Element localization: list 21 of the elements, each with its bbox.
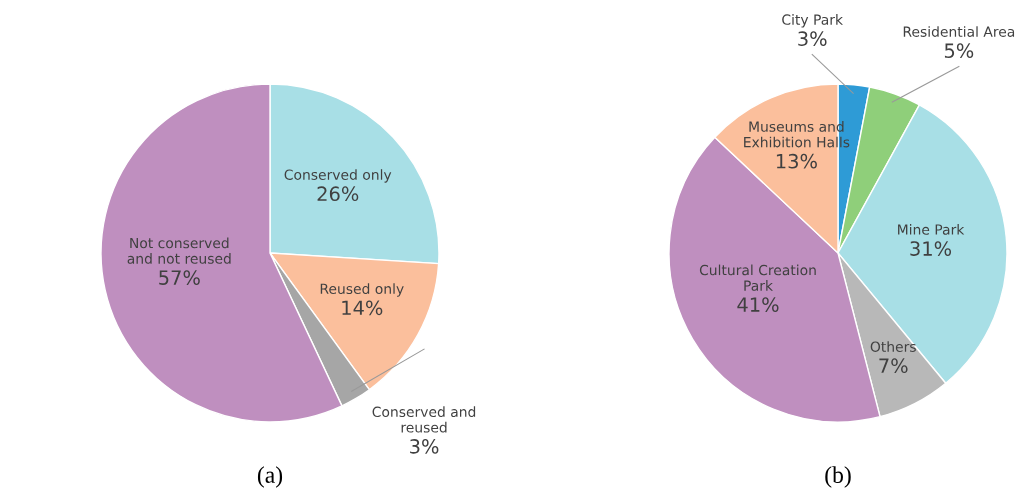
- data-label: 41%: [737, 297, 779, 312]
- data-label: 14%: [342, 300, 383, 316]
- slice-label: Others: [870, 341, 916, 352]
- data-label: 3%: [410, 439, 439, 454]
- slice-label: Cultural Creation Park: [699, 264, 816, 291]
- data-label: 13%: [776, 153, 817, 169]
- slice-label: Reused only: [320, 283, 404, 297]
- slice-label: Residential Area: [903, 26, 1015, 37]
- data-label: 5%: [944, 43, 974, 58]
- text: (a): [257, 466, 283, 488]
- slice-label: City Park: [782, 14, 843, 28]
- data-label: 26%: [317, 186, 359, 202]
- slice-label: Mine Park: [898, 224, 965, 235]
- text: (b): [825, 466, 851, 488]
- data-label: 7%: [879, 358, 908, 374]
- data-label: 3%: [798, 31, 827, 46]
- data-label: 57%: [159, 270, 200, 285]
- slice-label: Conserved and reused: [372, 406, 476, 433]
- slice-label: Not conserved and not reused: [127, 237, 231, 264]
- data-label: 31%: [910, 241, 952, 256]
- slice-label: Conserved only: [284, 169, 392, 183]
